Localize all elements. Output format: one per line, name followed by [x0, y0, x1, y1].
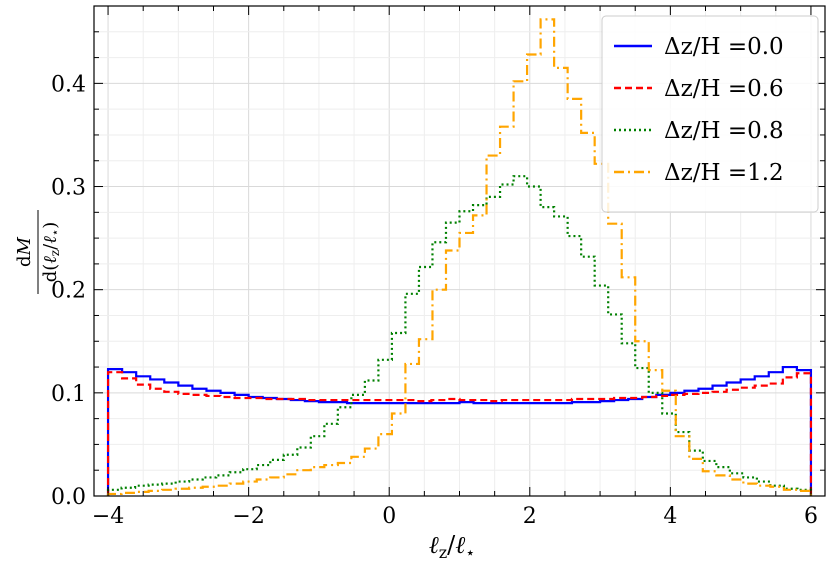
x-tick-label: 4 [663, 504, 677, 529]
x-tick-label: 2 [523, 504, 537, 529]
x-axis-label-num: ℓ [429, 531, 439, 559]
legend-entry-label: Δz/H =1.2 [664, 160, 784, 186]
x-tick-label: −4 [92, 504, 124, 529]
svg-text:dM: dM [14, 236, 35, 267]
y-tick-labels: 0.0 0.1 0.2 0.3 0.4 [51, 72, 86, 510]
y-tick-label: 0.0 [51, 485, 86, 510]
x-tick-label: 6 [804, 504, 818, 529]
y-axis-label: dM d(ℓz/ℓ⋆) [14, 210, 62, 294]
y-tick-label: 0.2 [51, 279, 86, 304]
x-tick-labels: −4 −2 0 2 4 6 [92, 504, 818, 529]
series-line-0 [106, 365, 813, 496]
svg-text:d(ℓz/ℓ⋆): d(ℓz/ℓ⋆) [40, 222, 62, 283]
y-tick-label: 0.3 [51, 176, 86, 201]
series-line-2 [106, 175, 813, 496]
legend-entry-label: Δz/H =0.8 [664, 118, 784, 144]
legend-entry-label: Δz/H =0.6 [664, 76, 784, 102]
legend-box [601, 15, 819, 213]
x-tick-label: 0 [382, 504, 396, 529]
x-tick-label: −2 [232, 504, 264, 529]
y-tick-label: 0.1 [51, 382, 86, 407]
series-line-3 [106, 18, 813, 496]
series-line-1 [106, 371, 813, 496]
x-axis-label: ℓz/ℓ⋆ [429, 531, 476, 562]
legend: Δz/H =0.0 Δz/H =0.6 Δz/H =0.8 Δz/H =1.2 [601, 15, 819, 213]
legend-entry-label: Δz/H =0.0 [664, 34, 784, 60]
series-lines [106, 18, 813, 496]
y-tick-label: 0.4 [51, 72, 86, 97]
axis-ticks [94, 5, 825, 497]
